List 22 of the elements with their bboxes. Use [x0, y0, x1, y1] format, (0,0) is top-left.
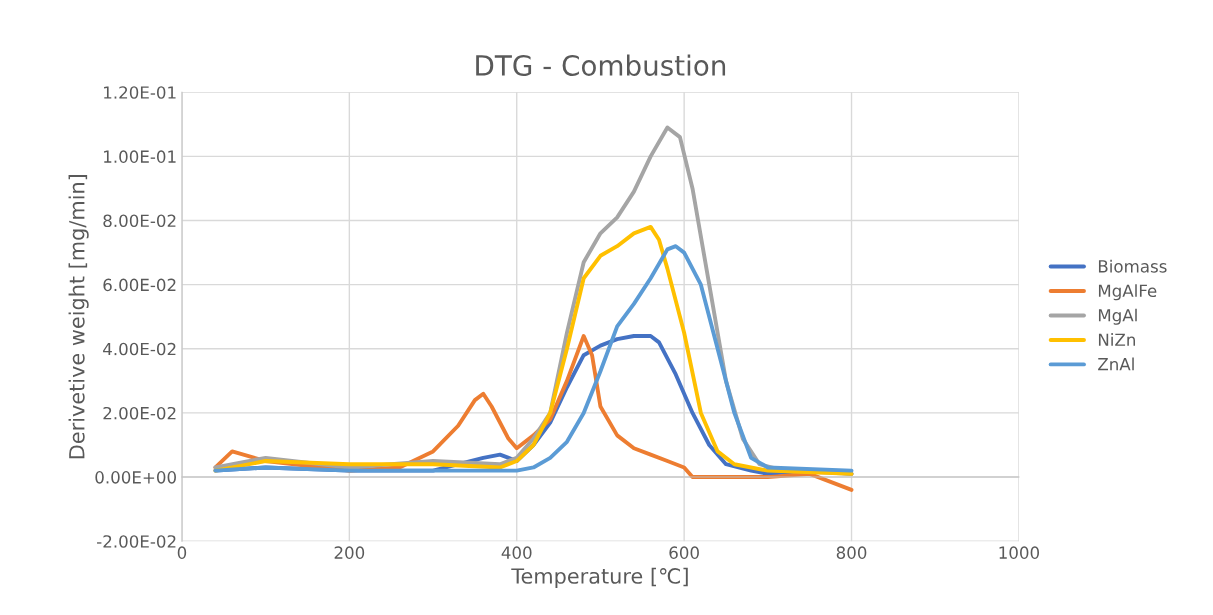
y-tick-label: 8.00E-02: [103, 214, 176, 228]
x-tick-label: 400: [501, 546, 532, 559]
y-tick-label: 2.00E-02: [103, 406, 176, 420]
chart-title: DTG - Combustion: [476, 54, 726, 76]
x-axis-title: Temperature [℃]: [511, 567, 688, 588]
legend-label: NiZn: [1098, 333, 1135, 346]
x-tick-label: 200: [334, 546, 365, 559]
y-tick-label: 0.00E+00: [95, 471, 176, 484]
y-tick-label: 1.00E-01: [104, 150, 176, 163]
legend-label: MgAl: [1098, 308, 1137, 325]
y-tick-label: 1.20E-01: [104, 86, 176, 99]
x-tick-label: 0: [177, 546, 187, 559]
y-tick-label: 6.00E-02: [103, 278, 176, 292]
y-tick-label: 4.00E-02: [103, 342, 176, 356]
legend-label: ZnAl: [1098, 357, 1134, 371]
y-tick-label: -2.00E-02: [97, 535, 176, 548]
x-tick-label: 600: [669, 546, 699, 559]
legend-label: Biomass: [1098, 259, 1167, 273]
legend-label: MgAlFe: [1098, 284, 1157, 301]
x-tick-label: 1000: [999, 546, 1040, 559]
y-axis-title: Derivetive weight [mg/min]: [68, 175, 89, 459]
x-tick-label: 800: [836, 546, 867, 559]
